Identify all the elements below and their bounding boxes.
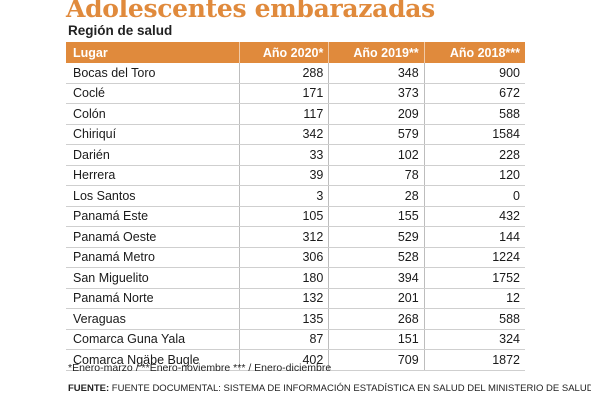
table-cell-value: 312	[239, 226, 330, 248]
table-cell-value: 171	[239, 83, 330, 104]
table-cell-value: 87	[239, 329, 330, 350]
table-cell-lugar: Bocas del Toro	[66, 63, 241, 84]
table-cell-lugar: Panamá Metro	[66, 247, 241, 268]
table-cell-lugar: Coclé	[66, 83, 241, 104]
table-cell-lugar: Panamá Oeste	[66, 226, 241, 248]
table-cell-value: 529	[328, 226, 425, 248]
table-cell-value: 348	[328, 63, 425, 84]
table-cell-value: 432	[424, 206, 525, 227]
table-cell-value: 135	[239, 308, 330, 330]
table-cell-value: 120	[424, 165, 525, 186]
source-line: FUENTE: FUENTE DOCUMENTAL: SISTEMA DE IN…	[68, 383, 591, 394]
table-row: Coclé 171 373 672	[66, 83, 525, 104]
table-row: Panamá Este 105 155 432	[66, 206, 525, 227]
table-row: Chiriquí 342 579 1584	[66, 124, 525, 145]
table-cell-value: 709	[328, 349, 425, 371]
table-cell-value: 394	[328, 267, 425, 289]
table-row: Veraguas 135 268 588	[66, 308, 525, 330]
table-subtitle: Región de salud	[68, 23, 173, 38]
column-header-lugar: Lugar	[66, 42, 241, 63]
table-row: Panamá Metro 306 528 1224	[66, 247, 525, 268]
table-cell-value: 28	[328, 185, 425, 207]
table-cell-value: 228	[424, 144, 525, 166]
table-cell-value: 102	[328, 144, 425, 166]
table-cell-value: 209	[328, 103, 425, 125]
table-cell-value: 402	[239, 349, 330, 371]
table-cell-lugar: Chiriquí	[66, 124, 241, 145]
table-row: San Miguelito 180 394 1752	[66, 267, 525, 289]
table-cell-value: 373	[328, 83, 425, 104]
table-cell-value: 900	[424, 63, 525, 84]
table-body: Bocas del Toro 288 348 900 Coclé 171 373 672 Col…	[66, 63, 525, 371]
table-cell-lugar: Veraguas	[66, 308, 241, 330]
column-header-2019: Año 2019**	[328, 42, 425, 63]
table-cell-value: 144	[424, 226, 525, 248]
table-cell-value: 78	[328, 165, 425, 186]
table-cell-value: 588	[424, 103, 525, 125]
table-cell-value: 132	[239, 288, 330, 309]
table-cell-value: 528	[328, 247, 425, 268]
table-cell-value: 0	[424, 185, 525, 207]
table-cell-lugar: Comarca Guna Yala	[66, 329, 241, 350]
table-header-row: Lugar Año 2020* Año 2019** Año 2018***	[66, 42, 525, 63]
source-label: FUENTE:	[68, 383, 110, 394]
table-row: Colón 117 209 588	[66, 103, 525, 125]
table-cell-lugar: Los Santos	[66, 185, 241, 207]
table-cell-value: 268	[328, 308, 425, 330]
table-cell-lugar: Panamá Este	[66, 206, 241, 227]
column-header-2020: Año 2020*	[239, 42, 330, 63]
table-cell-lugar: Panamá Norte	[66, 288, 241, 309]
column-header-2018: Año 2018***	[449, 45, 520, 60]
table-cell-value: 288	[239, 63, 330, 84]
table-cell-value: 306	[239, 247, 330, 268]
data-table: Lugar Año 2020* Año 2019** Año 2018*** B…	[66, 42, 525, 371]
table-cell-value: 342	[239, 124, 330, 145]
table-cell-value: 3	[239, 185, 330, 207]
table-row: Darién 33 102 228	[66, 144, 525, 166]
table-cell-lugar: Colón	[66, 103, 241, 125]
table-cell-value: 1872	[424, 349, 525, 371]
table-row: Los Santos 3 28 0	[66, 185, 525, 207]
table-row: Herrera 39 78 120	[66, 165, 525, 186]
table-row: Panamá Oeste 312 529 144	[66, 226, 525, 248]
table-cell-value: 12	[424, 288, 525, 309]
table-row: Comarca Ngäbe Bugle 402 709 1872	[66, 349, 525, 371]
table-row: Panamá Norte 132 201 12	[66, 288, 525, 309]
page-title: Adolescentes embarazadas	[66, 0, 435, 23]
table-cell-value: 151	[328, 329, 425, 350]
table-cell-lugar: Darién	[66, 144, 241, 166]
table-cell-value: 33	[239, 144, 330, 166]
source-text: FUENTE DOCUMENTAL: SISTEMA DE INFORMACIÓ…	[109, 383, 591, 394]
table-cell-value: 1584	[424, 124, 525, 145]
table-cell-lugar: San Miguelito	[66, 267, 241, 289]
table-cell-value: 1752	[424, 267, 525, 289]
table-cell-value: 588	[424, 308, 525, 330]
table-cell-value: 180	[239, 267, 330, 289]
table-cell-value: 117	[239, 103, 330, 125]
table-cell-value: 155	[328, 206, 425, 227]
table-cell-value: 105	[239, 206, 330, 227]
table-cell-value: 672	[424, 83, 525, 104]
table-cell-lugar: Comarca Ngäbe Bugle	[66, 349, 241, 371]
table-cell-value: 324	[424, 329, 525, 350]
table-row: Comarca Guna Yala 87 151 324	[66, 329, 525, 350]
table-cell-value: 39	[239, 165, 330, 186]
table-cell-value: 201	[328, 288, 425, 309]
table-row: Bocas del Toro 288 348 900	[66, 63, 525, 84]
table-cell-value: 579	[328, 124, 425, 145]
table-cell-lugar: Herrera	[66, 165, 241, 186]
table-cell-value: 1224	[424, 247, 525, 268]
footnote: *Enero-marzo / **Enero-noviembre *** / E…	[68, 362, 332, 374]
